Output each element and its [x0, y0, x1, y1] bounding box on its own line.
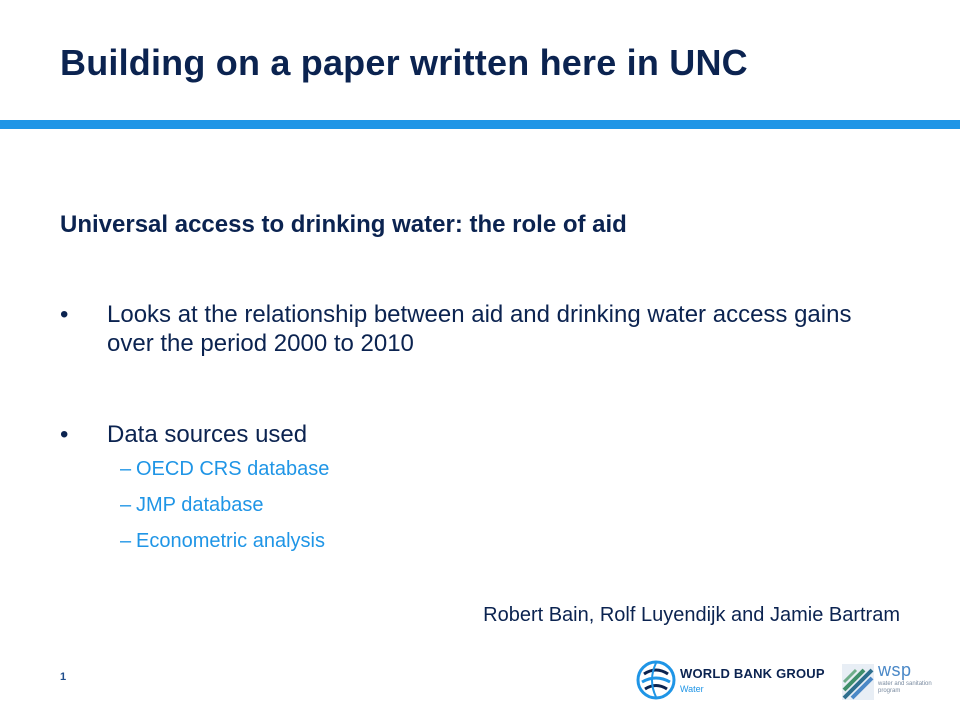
paper-title: Universal access to drinking water: the … [60, 211, 627, 238]
slide-title: Building on a paper written here in UNC [60, 42, 748, 83]
title-divider-bar [0, 120, 960, 129]
sub-bullet-item: – OECD CRS database [120, 457, 329, 481]
sub-bullet-marker: – [120, 458, 132, 480]
sub-bullet-item: – JMP database [120, 493, 264, 517]
bullet-text: Looks at the relationship between aid an… [107, 301, 852, 357]
authors-line: Robert Bain, Rolf Luyendijk and Jamie Ba… [483, 604, 900, 626]
world-bank-group-sublabel: Water [680, 684, 704, 694]
world-bank-group-wordmark: WORLD BANK GROUP [680, 666, 825, 681]
page-number: 1 [60, 671, 67, 683]
sub-bullet-text: OECD CRS database [136, 458, 330, 480]
world-bank-group-logo: WORLD BANK GROUP Water [636, 660, 836, 702]
bullet-text: Data sources used [107, 421, 308, 448]
wsp-sublabel: water and sanitation program [878, 681, 932, 694]
sub-bullet-marker: – [120, 494, 132, 516]
globe-icon [636, 660, 676, 700]
wsp-logo: wsp water and sanitation program [842, 660, 942, 704]
sub-bullet-item: – Econometric analysis [120, 529, 325, 553]
sub-bullet-text: JMP database [136, 494, 264, 516]
bullet-marker: • [60, 421, 69, 448]
sub-bullet-marker: – [120, 530, 132, 552]
bullet-marker: • [60, 301, 69, 328]
sub-bullet-text: Econometric analysis [136, 530, 325, 552]
wsp-wordmark: wsp [878, 660, 912, 680]
wsp-mark-icon [842, 664, 874, 700]
